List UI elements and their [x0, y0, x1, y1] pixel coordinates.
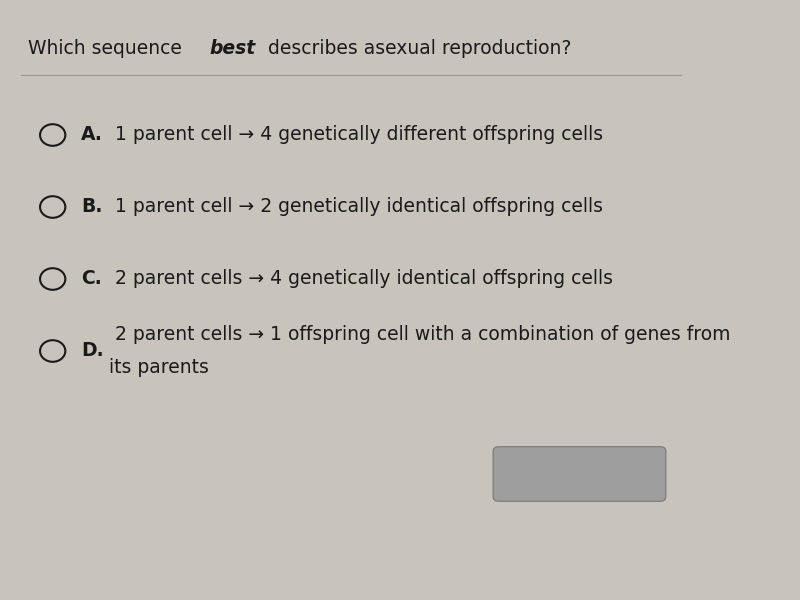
Text: best: best	[210, 39, 255, 58]
Text: 2 parent cells → 4 genetically identical offspring cells: 2 parent cells → 4 genetically identical…	[109, 269, 613, 289]
Text: 1 parent cell → 4 genetically different offspring cells: 1 parent cell → 4 genetically different …	[109, 125, 603, 145]
Text: describes asexual reproduction?: describes asexual reproduction?	[262, 39, 571, 58]
Text: D.: D.	[81, 341, 103, 361]
FancyBboxPatch shape	[493, 446, 666, 502]
Text: B.: B.	[81, 197, 102, 217]
Text: 2 parent cells → 1 offspring cell with a combination of genes from: 2 parent cells → 1 offspring cell with a…	[109, 325, 730, 344]
Text: C.: C.	[81, 269, 102, 289]
Text: Which sequence: Which sequence	[28, 39, 188, 58]
Text: its parents: its parents	[109, 358, 209, 377]
Text: A.: A.	[81, 125, 102, 145]
Text: 1 parent cell → 2 genetically identical offspring cells: 1 parent cell → 2 genetically identical …	[109, 197, 603, 217]
Text: SUBMIT: SUBMIT	[550, 467, 610, 481]
